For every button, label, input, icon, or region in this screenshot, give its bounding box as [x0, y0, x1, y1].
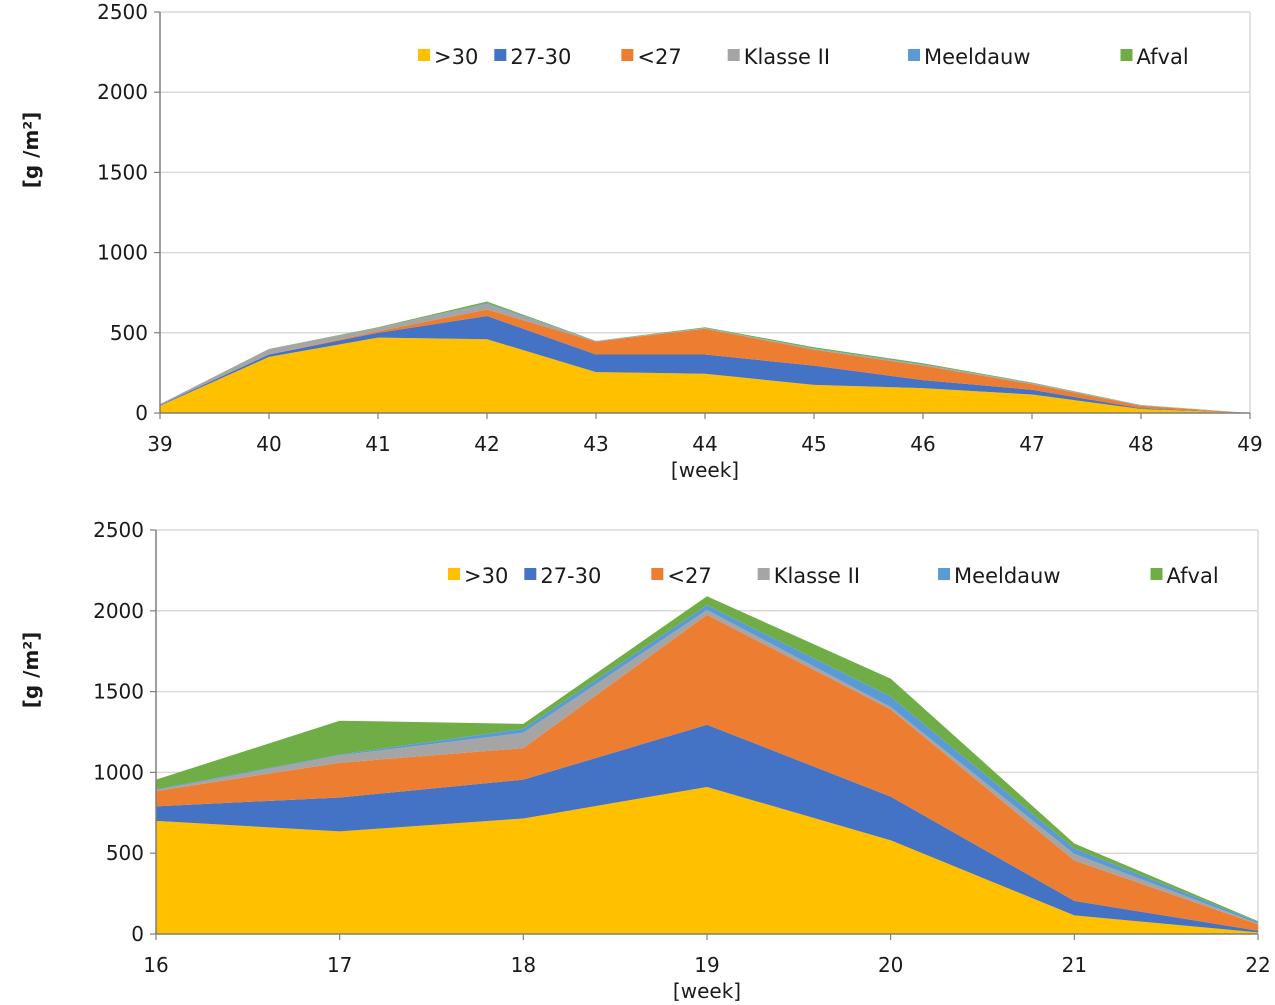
x-tick-label: 48 [1128, 432, 1153, 456]
area-series-3 [156, 614, 1258, 931]
y-tick-label: 1000 [93, 760, 144, 784]
legend-label: 27-30 [540, 564, 601, 588]
y-tick-label: 1000 [97, 241, 148, 265]
x-tick-label: 49 [1237, 432, 1262, 456]
x-tick-label: 47 [1019, 432, 1044, 456]
area-series-1 [160, 337, 1250, 413]
legend-label: Afval [1137, 45, 1189, 69]
legend-label: >30 [464, 564, 508, 588]
x-tick-label: 43 [583, 432, 608, 456]
area-series-2 [156, 724, 1258, 933]
y-tick-label: 2500 [93, 518, 144, 542]
x-tick-label: 41 [365, 432, 390, 456]
legend-swatch [621, 49, 634, 61]
y-tick-label: 500 [106, 841, 144, 865]
x-tick-label: 45 [801, 432, 826, 456]
x-tick-label: 44 [692, 432, 717, 456]
y-tick-label: 500 [110, 321, 148, 345]
x-axis-title: [week] [673, 979, 741, 1003]
chart-top: 0 500 1000 1500 2000 2500 39 40 41 42 43 44 45 46 47 48… [19, 0, 1263, 482]
x-tick-label: 39 [147, 432, 172, 456]
y-axis-title: [g /m²] [19, 632, 43, 708]
x-axis-title: [week] [671, 458, 739, 482]
legend-swatch [727, 49, 740, 61]
legend-swatch [494, 49, 507, 61]
legend-swatch [908, 49, 921, 61]
legend-label: >30 [434, 45, 478, 69]
y-axis-title: [g /m²] [19, 112, 43, 188]
x-tick-label: 46 [910, 432, 935, 456]
legend-label: Meeldauw [954, 564, 1060, 588]
area-series-3 [160, 309, 1250, 413]
x-tick-label: 20 [878, 953, 903, 977]
legend-swatch [1150, 568, 1163, 580]
x-tick-label: 22 [1245, 953, 1270, 977]
legend-label: <27 [637, 45, 681, 69]
legend-label: Klasse II [774, 564, 860, 588]
legend-label: Klasse II [744, 45, 830, 69]
legend-swatch [418, 49, 430, 61]
legend-swatch [651, 568, 664, 580]
legend-swatch [757, 568, 770, 580]
y-tick-label: 0 [131, 922, 144, 946]
y-tick-label: 2000 [93, 599, 144, 623]
x-tick-label: 16 [143, 953, 168, 977]
x-tick-label: 21 [1062, 953, 1087, 977]
legend-swatch [1120, 49, 1133, 61]
legend-swatch [938, 568, 951, 580]
chart-bottom: 0 500 1000 1500 2000 2500 16 17 18 19 20 21 22 [week]… [19, 518, 1271, 1003]
legend-label: Meeldauw [924, 45, 1030, 69]
x-tick-label: 19 [694, 953, 719, 977]
legend-swatch [448, 568, 460, 580]
legend-label: 27-30 [510, 45, 571, 69]
y-tick-label: 2000 [97, 80, 148, 104]
y-tick-label: 1500 [93, 680, 144, 704]
y-tick-label: 1500 [97, 160, 148, 184]
legend-label: Afval [1167, 564, 1219, 588]
area-series-1 [156, 786, 1258, 934]
legend-swatch [524, 568, 537, 580]
x-tick-label: 18 [511, 953, 536, 977]
y-tick-label: 2500 [97, 0, 148, 24]
legend-label: <27 [667, 564, 711, 588]
x-tick-label: 42 [474, 432, 499, 456]
area-series-2 [160, 315, 1250, 413]
x-tick-label: 40 [256, 432, 281, 456]
y-tick-label: 0 [135, 401, 148, 425]
x-tick-label: 17 [327, 953, 352, 977]
